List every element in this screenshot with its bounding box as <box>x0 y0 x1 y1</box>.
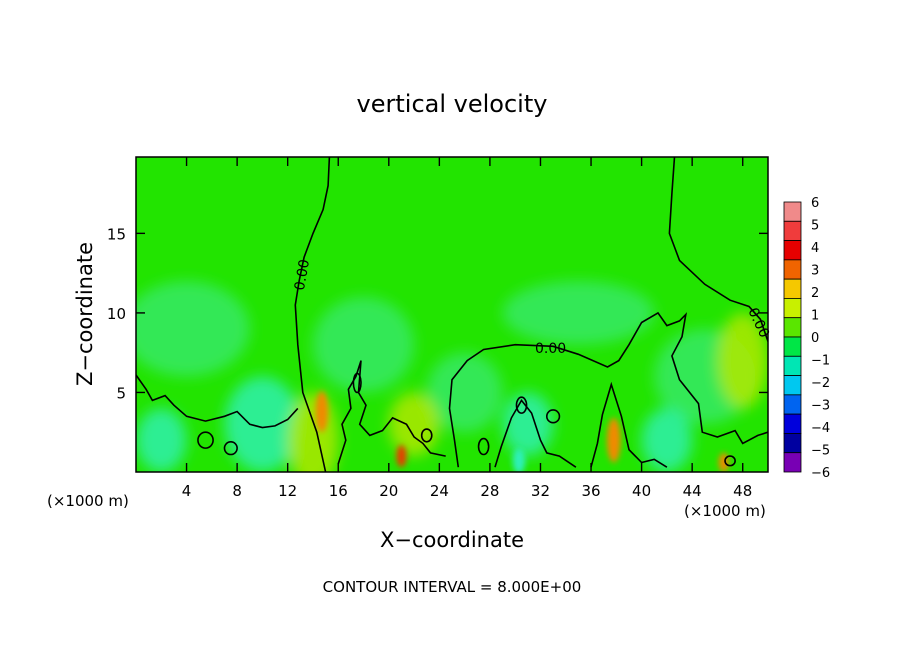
field-region-2 <box>312 297 415 393</box>
colorbar-swatch-13 <box>783 452 802 473</box>
colorbar-label-3: 3 <box>811 264 819 279</box>
zero-contour-2 <box>448 311 768 468</box>
colorbar-swatch-8 <box>783 355 802 376</box>
x-tick-label-40: 40 <box>632 482 651 500</box>
colorbar-swatch-12 <box>783 433 802 454</box>
field-region-6 <box>502 281 655 345</box>
contour-loop-2 <box>420 428 433 443</box>
colorbar-label-12: −6 <box>811 466 830 481</box>
y-tick-label-10: 10 <box>107 305 126 323</box>
contour-label-0: 0.00 <box>292 258 313 291</box>
field-region-9 <box>717 312 768 409</box>
contour-loop-5 <box>352 372 362 394</box>
velocity-field <box>136 157 768 472</box>
colorbar-label-10: −4 <box>811 421 830 436</box>
field-region-3 <box>426 352 503 433</box>
x-tick-label-44: 44 <box>683 482 702 500</box>
colorbar-label-7: −1 <box>811 354 830 369</box>
colorbar-swatch-4 <box>783 278 802 299</box>
field-region-1 <box>224 376 301 472</box>
field-region-11 <box>641 408 693 472</box>
zero-contour-1 <box>136 374 299 429</box>
contour-loop-7 <box>724 455 736 467</box>
colorbar-swatch-7 <box>783 336 802 357</box>
contour-loop-6 <box>477 437 490 456</box>
colorbar-label-0: 6 <box>811 196 819 211</box>
x-axis-title: X−coordinate <box>380 528 524 552</box>
contour-label-1: 0.00 <box>535 341 566 357</box>
x-tick-label-16: 16 <box>329 482 348 500</box>
colorbar-swatch-6 <box>783 317 802 338</box>
field-region-8 <box>388 392 440 457</box>
x-tick-label-48: 48 <box>733 482 752 500</box>
colorbar-label-6: 0 <box>811 331 819 346</box>
colorbar-label-5: 1 <box>811 309 819 324</box>
colorbar-swatch-10 <box>783 394 802 415</box>
y-axis-title: Z−coordinate <box>73 242 97 386</box>
updraft-core-4 <box>512 448 526 472</box>
x-tick-label-20: 20 <box>379 482 398 500</box>
updraft-core-0 <box>315 390 329 433</box>
x-tick-label-12: 12 <box>278 482 297 500</box>
contour-interval-note: CONTOUR INTERVAL = 8.000E+00 <box>323 578 582 596</box>
contour-loop-1 <box>545 409 561 424</box>
field-region-4 <box>502 392 554 457</box>
field-region-10 <box>136 408 187 472</box>
colorbar: 6 5 4 3 2 1 0 −1 −2 −3 −4 −5 −6 <box>783 196 830 481</box>
contour-loop-4 <box>223 440 238 456</box>
colorbar-label-2: 4 <box>811 241 819 256</box>
colorbar-label-1: 5 <box>811 219 819 234</box>
x-tick-label-8: 8 <box>232 482 242 500</box>
x-tick-label-28: 28 <box>480 482 499 500</box>
colorbar-swatch-0 <box>783 201 802 222</box>
zero-contour-3 <box>668 157 768 342</box>
field-region-0 <box>136 281 250 377</box>
x-tick-label-4: 4 <box>182 482 192 500</box>
updraft-core-3 <box>718 452 729 472</box>
x-tick-label-24: 24 <box>430 482 449 500</box>
colorbar-swatch-5 <box>783 298 802 319</box>
colorbar-swatch-2 <box>783 240 802 261</box>
chart-title: vertical velocity <box>357 90 548 118</box>
contour-loop-0 <box>515 396 528 414</box>
plot-frame <box>135 156 769 473</box>
y-tick-label-5: 5 <box>116 384 126 402</box>
updraft-core-1 <box>396 444 407 468</box>
colorbar-swatch-3 <box>783 259 802 280</box>
colorbar-label-8: −2 <box>811 376 830 391</box>
colorbar-swatch-9 <box>783 375 802 396</box>
colorbar-label-9: −3 <box>811 399 830 414</box>
x-tick-label-32: 32 <box>531 482 550 500</box>
y-tick-label-15: 15 <box>107 225 126 243</box>
colorbar-label-4: 2 <box>811 286 819 301</box>
colorbar-swatch-11 <box>783 413 802 434</box>
contour-loop-3 <box>197 431 214 449</box>
x-tick-label-36: 36 <box>581 482 600 500</box>
zero-contour-4 <box>337 360 446 465</box>
zero-contour-5 <box>494 398 577 468</box>
colorbar-swatch-1 <box>783 220 802 241</box>
field-region-7 <box>287 392 339 472</box>
x-unit-right: (×1000 m) <box>684 502 766 520</box>
x-unit-left: (×1000 m) <box>47 492 129 510</box>
zero-contour-0 <box>294 157 331 472</box>
colorbar-label-11: −5 <box>811 444 830 459</box>
updraft-core-2 <box>606 417 621 463</box>
zero-contour-6 <box>590 381 668 468</box>
